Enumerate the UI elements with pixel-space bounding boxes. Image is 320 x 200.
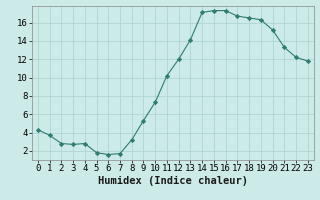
X-axis label: Humidex (Indice chaleur): Humidex (Indice chaleur)	[98, 176, 248, 186]
